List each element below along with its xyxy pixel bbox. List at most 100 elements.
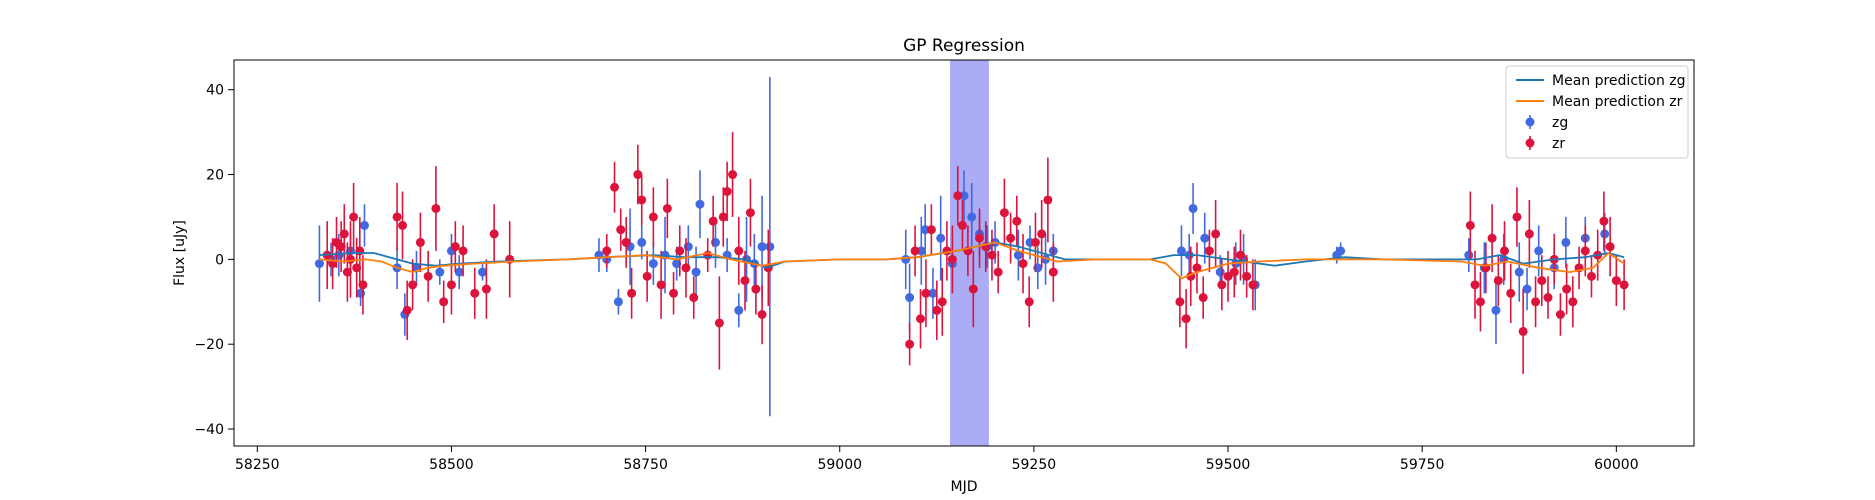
zr-point bbox=[1512, 212, 1522, 222]
zg-point bbox=[901, 254, 911, 264]
zr-point bbox=[1537, 276, 1547, 286]
zr-point bbox=[408, 280, 418, 290]
zr-point bbox=[1543, 293, 1553, 303]
zg-point bbox=[1200, 233, 1210, 243]
zg-point bbox=[1491, 305, 1501, 315]
x-axis-label: MJD bbox=[951, 479, 978, 495]
zr-point bbox=[1605, 242, 1615, 252]
zg-point bbox=[936, 233, 946, 243]
zr-point bbox=[633, 170, 643, 180]
zr-point bbox=[1181, 314, 1191, 324]
zr-point bbox=[1619, 280, 1629, 290]
zr-point bbox=[681, 263, 691, 273]
zr-point bbox=[942, 246, 952, 256]
zr-point bbox=[734, 246, 744, 256]
zg-point bbox=[1215, 267, 1225, 277]
zr-point bbox=[957, 220, 967, 230]
zr-point bbox=[905, 339, 915, 349]
zr-point bbox=[669, 288, 679, 298]
zg-point bbox=[683, 242, 693, 252]
zr-point bbox=[916, 314, 926, 324]
zg-point bbox=[1534, 246, 1544, 256]
zr-point bbox=[458, 246, 468, 256]
plot-frame bbox=[233, 59, 1695, 447]
zr-point bbox=[722, 186, 732, 196]
zr-point bbox=[352, 263, 362, 273]
zr-point bbox=[431, 203, 441, 213]
zr-point bbox=[999, 208, 1009, 218]
zr-point bbox=[968, 284, 978, 294]
zg-point bbox=[1514, 267, 1524, 277]
zr-point bbox=[610, 182, 620, 192]
x-tick-label: 58250 bbox=[235, 457, 280, 473]
zr-point bbox=[921, 288, 931, 298]
zr-point bbox=[953, 191, 963, 201]
zr-point bbox=[415, 237, 425, 247]
zg-point bbox=[691, 267, 701, 277]
y-axis: −40 −20 0 20 40 bbox=[194, 83, 234, 438]
zr-point bbox=[1217, 280, 1227, 290]
zr-point bbox=[1555, 310, 1565, 320]
zr-point bbox=[1611, 276, 1621, 286]
zr-point bbox=[740, 276, 750, 286]
zr-point bbox=[1562, 284, 1572, 294]
legend-marker bbox=[1525, 138, 1535, 148]
zr-point bbox=[1475, 297, 1485, 307]
zg-point bbox=[967, 212, 977, 222]
zg-point bbox=[695, 199, 705, 209]
zg-point bbox=[478, 267, 488, 277]
zr-point bbox=[708, 216, 718, 226]
zg-point bbox=[1013, 250, 1023, 260]
y-tick-label: 40 bbox=[206, 83, 224, 99]
zr-point bbox=[336, 242, 346, 252]
zr-point bbox=[1211, 229, 1221, 239]
zr-point bbox=[1030, 237, 1040, 247]
zr-point bbox=[355, 246, 365, 256]
zr-point bbox=[757, 310, 767, 320]
zg-point bbox=[1561, 237, 1571, 247]
x-tick-label: 59750 bbox=[1400, 457, 1445, 473]
zr-point bbox=[423, 271, 433, 281]
zr-point bbox=[602, 246, 612, 256]
zr-point bbox=[358, 280, 368, 290]
zg-point bbox=[757, 242, 767, 252]
zr-point bbox=[342, 267, 352, 277]
zg-point bbox=[916, 246, 926, 256]
zr-point bbox=[1018, 259, 1028, 269]
zr-point bbox=[1470, 280, 1480, 290]
y-axis-label: Flux [uJy] bbox=[172, 220, 188, 286]
zr-point bbox=[1500, 246, 1510, 256]
zr-point bbox=[656, 280, 666, 290]
zr-point bbox=[1192, 263, 1202, 273]
zr-point bbox=[1204, 246, 1214, 256]
y-tick-label: 20 bbox=[206, 168, 224, 184]
zg-point bbox=[637, 237, 647, 247]
zr-point bbox=[648, 212, 658, 222]
zg-point bbox=[314, 259, 324, 269]
zr-point bbox=[714, 318, 724, 328]
zr-point bbox=[642, 271, 652, 281]
zr-point bbox=[616, 225, 626, 235]
x-tick-label: 58500 bbox=[429, 457, 474, 473]
zr-point bbox=[975, 233, 985, 243]
zg-point bbox=[734, 305, 744, 315]
zr-point bbox=[926, 225, 936, 235]
chart-title: GP Regression bbox=[903, 36, 1025, 56]
zr-point bbox=[450, 242, 460, 252]
zr-point bbox=[1487, 233, 1497, 243]
x-tick-label: 60000 bbox=[1594, 457, 1639, 473]
zr-point bbox=[993, 267, 1003, 277]
zr-point bbox=[751, 284, 761, 294]
zr-point bbox=[1518, 326, 1528, 336]
zr-point bbox=[446, 280, 456, 290]
zr-point bbox=[718, 212, 728, 222]
zr-point bbox=[1229, 267, 1239, 277]
x-tick-label: 59250 bbox=[1012, 457, 1057, 473]
zr-point bbox=[728, 170, 738, 180]
x-tick-label: 59000 bbox=[817, 457, 862, 473]
x-tick-label: 58750 bbox=[623, 457, 668, 473]
zr-point bbox=[637, 195, 647, 205]
legend-label: Mean prediction zr bbox=[1552, 94, 1683, 110]
zr-point bbox=[489, 229, 499, 239]
legend-label: Mean prediction zg bbox=[1552, 73, 1686, 89]
